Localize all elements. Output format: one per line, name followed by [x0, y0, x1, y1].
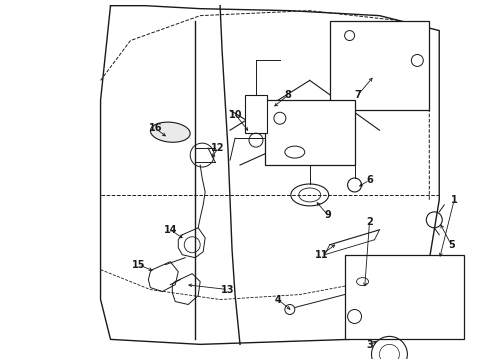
Text: 14: 14: [164, 225, 177, 235]
Text: 11: 11: [315, 250, 328, 260]
Text: 7: 7: [354, 90, 361, 100]
Text: 15: 15: [132, 260, 145, 270]
Text: 8: 8: [284, 90, 291, 100]
Bar: [344, 255, 464, 339]
Text: 13: 13: [221, 284, 235, 294]
Text: 16: 16: [148, 123, 162, 133]
Text: 6: 6: [366, 175, 373, 185]
Text: 12: 12: [211, 143, 225, 153]
Ellipse shape: [150, 122, 190, 142]
Text: 2: 2: [366, 217, 373, 227]
Bar: [330, 21, 429, 110]
Text: 3: 3: [366, 340, 373, 350]
Text: 4: 4: [274, 294, 281, 305]
Text: 10: 10: [229, 110, 243, 120]
Text: 1: 1: [451, 195, 458, 205]
Bar: [265, 100, 355, 165]
Text: 9: 9: [324, 210, 331, 220]
Bar: [245, 95, 267, 133]
Text: 5: 5: [448, 240, 455, 250]
